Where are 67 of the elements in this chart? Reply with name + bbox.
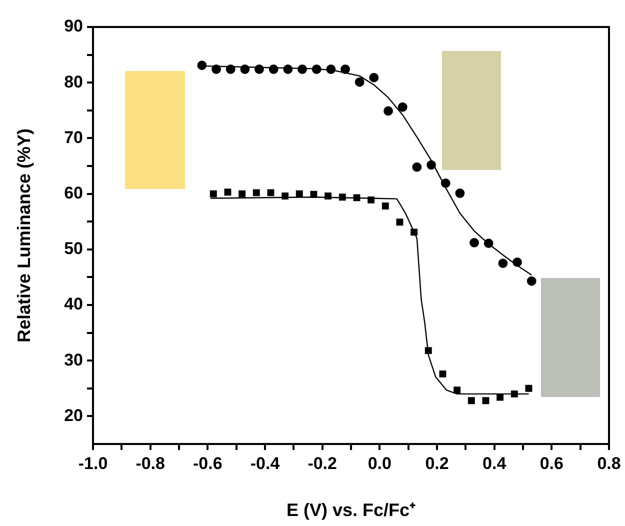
point xyxy=(496,394,504,401)
point xyxy=(210,190,217,198)
point xyxy=(382,202,389,210)
point xyxy=(369,72,379,82)
y-tick-label: 60 xyxy=(64,183,83,202)
point xyxy=(354,77,364,87)
x-tick-label: 0.2 xyxy=(425,454,449,473)
x-tick-label: -0.6 xyxy=(193,454,222,473)
point xyxy=(525,384,532,392)
point xyxy=(512,257,522,267)
x-tick-label: -0.4 xyxy=(250,454,280,473)
y-tick-label: 50 xyxy=(64,239,83,258)
point xyxy=(340,64,350,74)
y-tick-label: 40 xyxy=(64,294,83,314)
point xyxy=(312,64,322,74)
point xyxy=(398,102,408,112)
x-tick-label: -0.8 xyxy=(136,454,165,473)
point xyxy=(212,64,221,74)
point xyxy=(353,194,360,202)
x-tick-label: -1.0 xyxy=(78,454,108,473)
y-tick-label: 30 xyxy=(64,350,83,370)
point xyxy=(283,64,293,74)
point xyxy=(396,218,404,226)
x-tick-label: 0.0 xyxy=(368,454,392,473)
point xyxy=(424,347,432,354)
point xyxy=(455,188,465,198)
x-tick-label: 0.4 xyxy=(482,454,507,473)
point xyxy=(439,370,446,378)
point xyxy=(426,160,436,170)
point xyxy=(440,178,450,188)
y-tick-label: 90 xyxy=(64,16,83,36)
x-tick-label: 0.6 xyxy=(540,454,564,473)
point xyxy=(226,64,236,74)
point xyxy=(498,258,508,268)
point xyxy=(468,397,475,404)
point xyxy=(526,276,536,286)
point xyxy=(240,64,250,74)
y-tick-label: 70 xyxy=(64,128,83,147)
point xyxy=(238,190,246,198)
y-tick-label: 20 xyxy=(64,406,83,425)
point xyxy=(310,190,318,198)
point xyxy=(254,64,264,74)
point xyxy=(484,238,494,248)
point xyxy=(197,60,207,70)
point xyxy=(296,190,303,198)
point xyxy=(470,238,479,248)
y-axis-title: Relative Luminance (%Y) xyxy=(14,128,34,343)
x-axis-title: E (V) vs. Fc/Fc⁺ xyxy=(286,500,416,520)
point xyxy=(298,64,307,74)
point xyxy=(410,228,418,236)
point xyxy=(224,188,232,196)
point xyxy=(282,192,289,200)
x-tick-label: -0.2 xyxy=(308,454,337,473)
point xyxy=(482,397,490,404)
point xyxy=(338,194,346,201)
point xyxy=(268,64,278,74)
point xyxy=(384,106,393,116)
y-tick-label: 80 xyxy=(64,72,83,92)
point xyxy=(368,196,375,204)
point xyxy=(252,189,260,196)
point xyxy=(412,162,422,172)
point xyxy=(454,386,461,394)
x-tick-label: 0.8 xyxy=(597,454,621,473)
point xyxy=(510,390,518,398)
point xyxy=(324,192,332,200)
point xyxy=(326,64,336,74)
point xyxy=(267,189,274,196)
